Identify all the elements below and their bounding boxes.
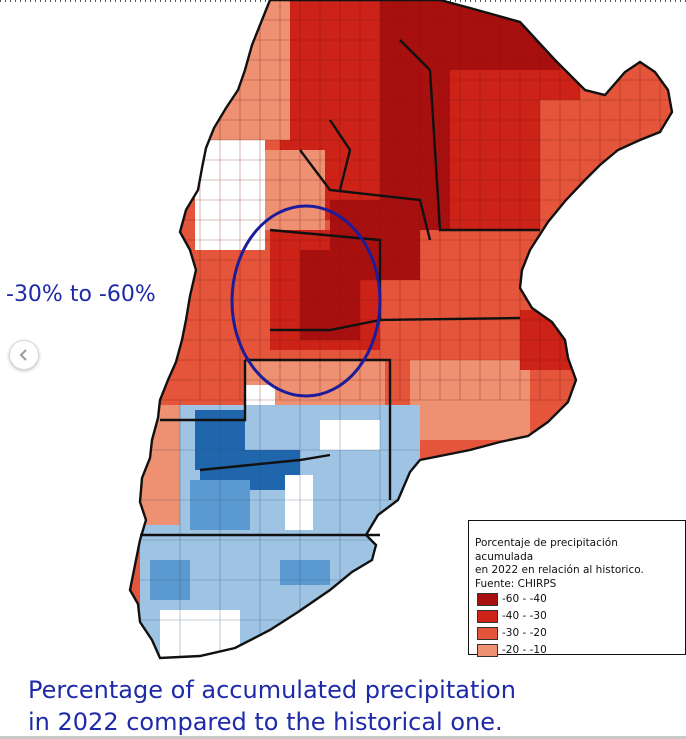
map-legend: Porcentaje de precipitación acumulada en… [468, 520, 686, 657]
northwest-nodata-region [195, 140, 265, 250]
district-borders [130, 0, 672, 401]
corrientes-region [450, 120, 540, 230]
legend-swatch [477, 593, 498, 606]
rio-negro-nodata-region [285, 475, 313, 530]
legend-item: -60 - -40 [475, 591, 679, 608]
northwest-salmon-region [180, 0, 290, 140]
legend-item-label: -60 - -40 [502, 592, 547, 605]
legend-title-line-1: Porcentaje de precipitación acumulada [475, 537, 618, 563]
coast-nodata-region [320, 420, 380, 450]
region-annotation-label: -30% to -60% [6, 282, 156, 307]
highlight-ellipse [230, 204, 382, 398]
patagonia-district-borders [140, 400, 420, 658]
previous-button[interactable] [9, 340, 39, 370]
legend-item-label: -20 - -10 [502, 643, 547, 656]
caption-line-1: Percentage of accumulated precipitation [28, 676, 516, 704]
chevron-left-icon [19, 349, 27, 361]
legend-item: -40 - -30 [475, 608, 679, 625]
cordoba-north-region [265, 150, 325, 230]
bottom-scrollbar [0, 736, 686, 739]
legend-swatch [477, 627, 498, 640]
legend-item-label: -40 - -30 [502, 609, 547, 622]
legend-item: -30 - -20 [475, 625, 679, 642]
legend-item: -20 - -10 [475, 642, 679, 659]
map-caption: Percentage of accumulated precipitation … [28, 674, 516, 738]
province-borders [128, 0, 674, 660]
legend-swatch [477, 610, 498, 623]
legend-title-line-2: en 2022 en relación al historico. [475, 564, 644, 576]
legend-swatch [477, 644, 498, 657]
legend-source: Fuente: CHIRPS [475, 577, 557, 590]
chubut-mid-region-2 [280, 560, 330, 585]
legend-item-label: -30 - -20 [502, 626, 547, 639]
caption-line-2: in 2022 compared to the historical one. [28, 708, 503, 736]
